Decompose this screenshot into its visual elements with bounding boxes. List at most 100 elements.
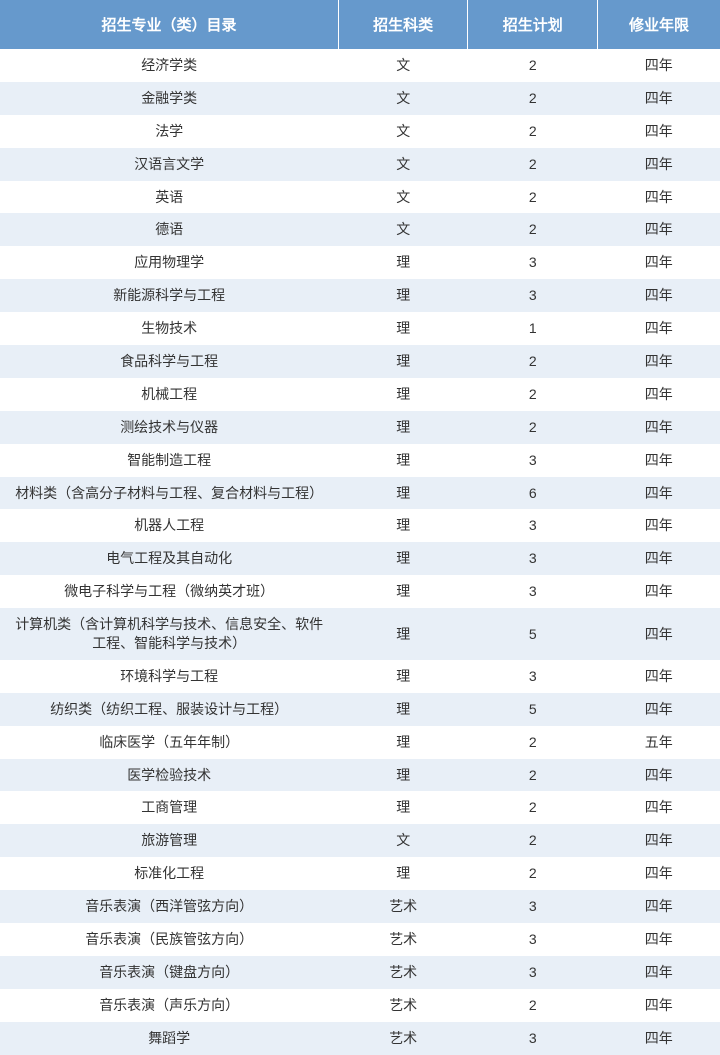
cell-category: 理 — [338, 726, 468, 759]
cell-plan: 1 — [468, 312, 598, 345]
cell-major: 舞蹈学 — [0, 1022, 338, 1055]
cell-plan: 2 — [468, 726, 598, 759]
table-row: 临床医学（五年年制）理2五年 — [0, 726, 720, 759]
cell-category: 文 — [338, 148, 468, 181]
cell-years: 四年 — [598, 82, 720, 115]
cell-years: 四年 — [598, 378, 720, 411]
col-header-major: 招生专业（类）目录 — [0, 0, 338, 49]
cell-plan: 3 — [468, 660, 598, 693]
table-row: 测绘技术与仪器理2四年 — [0, 411, 720, 444]
table-row: 音乐表演（声乐方向）艺术2四年 — [0, 989, 720, 1022]
cell-plan: 3 — [468, 923, 598, 956]
cell-years: 四年 — [598, 444, 720, 477]
cell-plan: 3 — [468, 246, 598, 279]
cell-years: 四年 — [598, 477, 720, 510]
cell-major: 新能源科学与工程 — [0, 279, 338, 312]
table-row: 医学检验技术理2四年 — [0, 759, 720, 792]
cell-major: 计算机类（含计算机科学与技术、信息安全、软件工程、智能科学与技术） — [0, 608, 338, 660]
cell-category: 理 — [338, 660, 468, 693]
cell-major: 材料类（含高分子材料与工程、复合材料与工程） — [0, 477, 338, 510]
cell-years: 四年 — [598, 660, 720, 693]
cell-major: 机械工程 — [0, 378, 338, 411]
cell-major: 临床医学（五年年制） — [0, 726, 338, 759]
table-row: 材料类（含高分子材料与工程、复合材料与工程）理6四年 — [0, 477, 720, 510]
table-body: 经济学类文2四年金融学类文2四年法学文2四年汉语言文学文2四年英语文2四年德语文… — [0, 49, 720, 1055]
cell-plan: 2 — [468, 824, 598, 857]
cell-major: 经济学类 — [0, 49, 338, 82]
cell-years: 四年 — [598, 115, 720, 148]
cell-years: 四年 — [598, 411, 720, 444]
cell-major: 应用物理学 — [0, 246, 338, 279]
cell-major: 机器人工程 — [0, 509, 338, 542]
table-row: 应用物理学理3四年 — [0, 246, 720, 279]
cell-major: 食品科学与工程 — [0, 345, 338, 378]
cell-plan: 2 — [468, 82, 598, 115]
cell-years: 四年 — [598, 791, 720, 824]
cell-category: 理 — [338, 693, 468, 726]
table-row: 工商管理理2四年 — [0, 791, 720, 824]
cell-plan: 3 — [468, 509, 598, 542]
cell-category: 文 — [338, 82, 468, 115]
cell-years: 五年 — [598, 726, 720, 759]
cell-years: 四年 — [598, 857, 720, 890]
table-row: 食品科学与工程理2四年 — [0, 345, 720, 378]
cell-years: 四年 — [598, 693, 720, 726]
cell-years: 四年 — [598, 246, 720, 279]
table-row: 标准化工程理2四年 — [0, 857, 720, 890]
table-row: 电气工程及其自动化理3四年 — [0, 542, 720, 575]
cell-category: 理 — [338, 246, 468, 279]
cell-category: 文 — [338, 115, 468, 148]
cell-plan: 6 — [468, 477, 598, 510]
cell-category: 艺术 — [338, 1022, 468, 1055]
cell-plan: 2 — [468, 791, 598, 824]
cell-plan: 3 — [468, 542, 598, 575]
cell-major: 音乐表演（民族管弦方向） — [0, 923, 338, 956]
cell-plan: 5 — [468, 693, 598, 726]
cell-years: 四年 — [598, 49, 720, 82]
cell-major: 英语 — [0, 181, 338, 214]
cell-plan: 3 — [468, 575, 598, 608]
cell-years: 四年 — [598, 759, 720, 792]
cell-major: 电气工程及其自动化 — [0, 542, 338, 575]
table-row: 计算机类（含计算机科学与技术、信息安全、软件工程、智能科学与技术）理5四年 — [0, 608, 720, 660]
cell-category: 文 — [338, 213, 468, 246]
cell-category: 艺术 — [338, 989, 468, 1022]
col-header-category: 招生科类 — [338, 0, 468, 49]
cell-years: 四年 — [598, 279, 720, 312]
cell-category: 理 — [338, 575, 468, 608]
cell-years: 四年 — [598, 989, 720, 1022]
cell-category: 理 — [338, 378, 468, 411]
cell-category: 艺术 — [338, 890, 468, 923]
table-row: 微电子科学与工程（微纳英才班）理3四年 — [0, 575, 720, 608]
cell-years: 四年 — [598, 956, 720, 989]
cell-plan: 2 — [468, 148, 598, 181]
cell-years: 四年 — [598, 923, 720, 956]
cell-category: 理 — [338, 345, 468, 378]
cell-major: 旅游管理 — [0, 824, 338, 857]
table-row: 经济学类文2四年 — [0, 49, 720, 82]
cell-plan: 2 — [468, 411, 598, 444]
table-row: 汉语言文学文2四年 — [0, 148, 720, 181]
table-row: 音乐表演（西洋管弦方向）艺术3四年 — [0, 890, 720, 923]
cell-category: 理 — [338, 444, 468, 477]
cell-major: 环境科学与工程 — [0, 660, 338, 693]
cell-plan: 5 — [468, 608, 598, 660]
cell-years: 四年 — [598, 213, 720, 246]
cell-major: 金融学类 — [0, 82, 338, 115]
table-row: 新能源科学与工程理3四年 — [0, 279, 720, 312]
cell-category: 艺术 — [338, 956, 468, 989]
cell-plan: 2 — [468, 345, 598, 378]
cell-category: 理 — [338, 509, 468, 542]
admissions-table: 招生专业（类）目录 招生科类 招生计划 修业年限 经济学类文2四年金融学类文2四… — [0, 0, 720, 1055]
cell-category: 理 — [338, 477, 468, 510]
table-row: 机器人工程理3四年 — [0, 509, 720, 542]
table-header-row: 招生专业（类）目录 招生科类 招生计划 修业年限 — [0, 0, 720, 49]
cell-category: 理 — [338, 791, 468, 824]
table-row: 纺织类（纺织工程、服装设计与工程）理5四年 — [0, 693, 720, 726]
cell-major: 医学检验技术 — [0, 759, 338, 792]
table-row: 舞蹈学艺术3四年 — [0, 1022, 720, 1055]
cell-plan: 2 — [468, 759, 598, 792]
cell-category: 文 — [338, 824, 468, 857]
cell-plan: 2 — [468, 857, 598, 890]
table-row: 旅游管理文2四年 — [0, 824, 720, 857]
